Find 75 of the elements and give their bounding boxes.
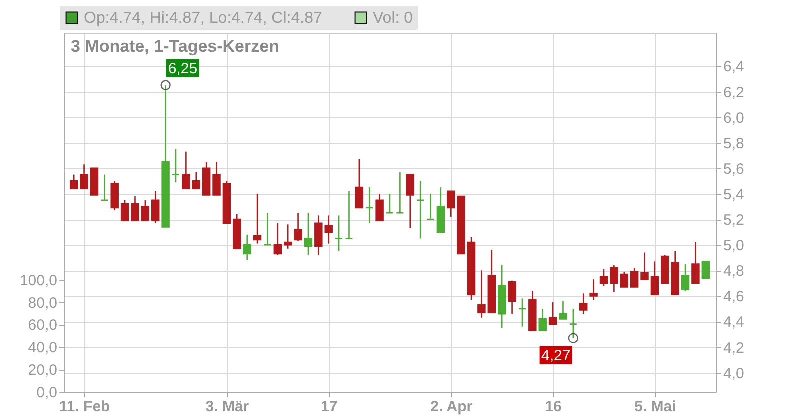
candlestick: [192, 172, 200, 190]
candlestick: [355, 158, 364, 209]
candlestick: [70, 174, 78, 190]
candlestick: [548, 302, 558, 325]
candlestick: [681, 264, 690, 292]
y-tick-label: 5,0: [724, 238, 744, 255]
y-tick-label: 5,6: [724, 160, 744, 178]
candlestick: [580, 292, 588, 315]
candlestick: [702, 261, 710, 279]
candlestick: [152, 190, 160, 224]
candlestick: [559, 300, 568, 320]
y-tick-label: 4,0: [724, 365, 744, 382]
candlestick: [141, 200, 150, 222]
y-tick-label: 6,2: [724, 84, 744, 102]
x-tick-label: 16: [545, 398, 562, 416]
chart-title: 3 Monate, 1-Tages-Kerzen: [71, 37, 280, 56]
y-tick-label: 4,8: [724, 263, 744, 280]
candlestick: [416, 180, 425, 240]
y2-tick-label: 80,0: [28, 294, 58, 312]
candlestick: [131, 196, 140, 222]
y-tick-label: 5,2: [724, 212, 744, 230]
y-tick-label: 4,6: [724, 288, 744, 306]
candlestick: [610, 264, 618, 293]
y-tick-label: 4,4: [724, 314, 744, 332]
candlestick: [518, 298, 527, 328]
candlestick: [386, 193, 394, 214]
y-tick-label: 5,4: [724, 186, 744, 204]
candlestick: [182, 151, 190, 190]
candlestick: [478, 270, 486, 319]
candlestick: [640, 252, 649, 280]
candlestick: [366, 186, 374, 224]
candlestick: [212, 161, 221, 196]
candlestick: [172, 148, 180, 184]
candlestick: [80, 164, 88, 190]
annotation: 4,27: [542, 347, 571, 364]
candlestick: [650, 261, 660, 296]
y-tick-label: 4,2: [724, 340, 744, 357]
candlestick: [590, 278, 598, 301]
x-tick-label: 17: [321, 398, 338, 416]
x-tick-label: 3. Mär: [206, 398, 250, 416]
annotation: 6,25: [168, 60, 198, 78]
candlestick: [294, 212, 302, 242]
candlestick: [630, 267, 639, 288]
candlestick: [264, 212, 272, 246]
candlestick: [600, 268, 608, 287]
y2-tick-label: 20,0: [28, 362, 58, 380]
candlestick: [396, 172, 404, 214]
candlestick: [692, 242, 700, 284]
legend-label: Op:4.74, Hi:4.87, Lo:4.74, Cl:4.87: [84, 10, 322, 27]
candlestick: [284, 224, 292, 250]
candlestick: [100, 174, 109, 202]
y2-tick-label: 100,0: [20, 272, 58, 290]
y2-tick-label: 60,0: [28, 317, 58, 334]
x-tick-label: 5. Mai: [634, 398, 676, 416]
candlestick: [120, 200, 130, 222]
y2-tick-label: 0,0: [36, 384, 58, 402]
candlestick: [304, 212, 313, 256]
candlestick: [508, 280, 516, 315]
x-tick-label: 2. Apr: [430, 398, 473, 416]
legend-label: Vol: 0: [373, 10, 414, 27]
x-tick-label: 11. Feb: [59, 398, 110, 416]
candlestick: [376, 193, 384, 222]
y-tick-label: 6,0: [724, 110, 744, 127]
candlestick: [274, 222, 282, 256]
candlestick: [243, 234, 252, 262]
candlestick: [406, 174, 414, 230]
y-tick-label: 6,4: [724, 58, 744, 76]
candlestick: [253, 193, 262, 244]
candlestick: [538, 308, 547, 332]
candlestick: [345, 190, 354, 240]
candlestick: [620, 271, 628, 288]
y-tick-label: 5,8: [724, 135, 744, 152]
candlestick: [426, 193, 435, 220]
candlestick: [334, 215, 344, 252]
y2-tick-label: 40,0: [28, 340, 58, 357]
